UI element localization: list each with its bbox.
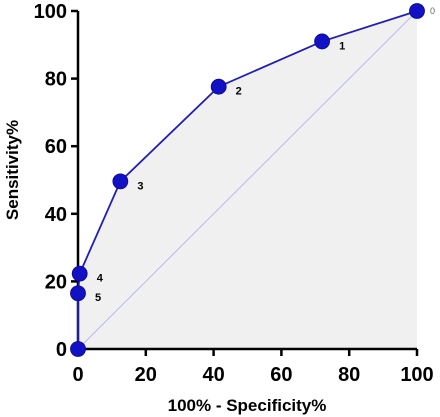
data-point (314, 33, 330, 50)
x-tick-label: 40 (202, 364, 224, 386)
point-label: 1 (339, 40, 345, 52)
y-axis-title: Sensitivity% (3, 120, 22, 220)
point-labels-layer: 5 4 3 2 1 0 (95, 6, 435, 304)
reference-line-layer (77, 10, 418, 350)
reference-diagonal-line (77, 10, 418, 350)
x-tick-label: 60 (270, 364, 292, 386)
data-point (70, 285, 86, 302)
y-tick-label: 60 (45, 136, 67, 158)
point-label: 4 (97, 273, 104, 285)
data-point (210, 78, 227, 95)
x-tick-label: 100 (400, 364, 433, 386)
data-point (70, 341, 86, 357)
x-tick-label: 0 (72, 364, 83, 386)
y-tick-label: 20 (45, 271, 67, 293)
data-point (112, 173, 129, 190)
data-point (71, 265, 88, 282)
x-tick-label: 20 (135, 364, 157, 386)
point-label: 5 (95, 292, 101, 304)
y-tick-label: 100 (34, 1, 67, 23)
point-label: 3 (137, 180, 143, 192)
data-point (409, 3, 425, 19)
y-tick-label: 40 (45, 204, 67, 226)
data-points-layer (70, 3, 425, 357)
point-label: 0 (430, 6, 435, 16)
x-tick-label: 80 (338, 364, 360, 386)
point-label: 2 (236, 86, 242, 98)
y-tick-label: 80 (45, 69, 67, 91)
y-tick-label: 0 (56, 339, 67, 361)
x-axis-title: 100% - Specificity% (168, 396, 327, 415)
